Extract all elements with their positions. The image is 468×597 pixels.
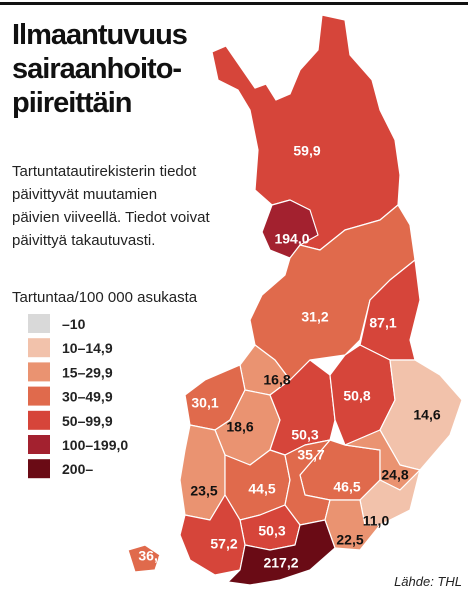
legend-title: Tartuntaa/100 000 asukasta (12, 289, 198, 306)
legend-label: –10 (62, 316, 86, 332)
description-line: päivien viiveellä. Tiedot voivat (12, 209, 210, 226)
region-value: 50,3 (258, 523, 285, 539)
region (379, 359, 463, 471)
legend: –10 10–14,9 15–29,9 30–49,9 50–99,9 100–199,0… (28, 314, 128, 479)
title-line: Ilmaantuvuus (12, 19, 187, 51)
region-value: 87,1 (369, 315, 396, 331)
legend-swatch (28, 459, 50, 479)
region-value: 50,8 (343, 388, 370, 404)
region-value: 18,6 (226, 419, 253, 435)
legend-label: 200– (62, 461, 93, 477)
region-value: 57,2 (210, 536, 237, 552)
legend-label: 50–99,9 (62, 413, 113, 429)
region-value: 30,1 (191, 395, 218, 411)
region-value: 23,5 (190, 483, 217, 499)
legend-swatch (28, 362, 50, 382)
legend-swatch (28, 338, 50, 358)
region-value: 44,5 (248, 481, 275, 497)
region-value: 14,6 (413, 407, 440, 423)
legend-label: 15–29,9 (62, 364, 113, 380)
region (249, 204, 416, 381)
description-line: päivittyä takautuvasti. (12, 232, 155, 249)
region-value: 11,0 (363, 513, 390, 529)
region-value: 59,9 (293, 143, 320, 159)
description-line: Tartuntatautirekisterin tiedot (12, 163, 197, 180)
description-line: päivittyvät muutamien (12, 186, 157, 203)
legend-swatch (28, 435, 50, 454)
region-value: 194,0 (274, 231, 309, 247)
region-value: 46,5 (333, 479, 360, 495)
region (227, 519, 336, 586)
region-value: 22,5 (336, 532, 363, 548)
region (127, 544, 161, 573)
legend-swatch (28, 314, 50, 333)
region (324, 499, 381, 551)
title-line: piireittäin (12, 87, 132, 119)
region-value: 50,3 (291, 427, 318, 443)
title-line: sairaanhoito- (12, 53, 181, 85)
region-value: 217,2 (263, 555, 298, 571)
source: Lähde: THL (394, 574, 462, 589)
map (127, 14, 463, 586)
legend-label: 30–49,9 (62, 389, 113, 405)
region-value: 16,8 (263, 372, 290, 388)
value-labels: 59,9 194,0 31,2 87,1 16,8 30,1 18,6 50,3 50,8 14,… (138, 143, 440, 571)
top-rule (0, 2, 468, 5)
legend-label: 100–199,0 (62, 437, 128, 453)
region-value: 24,8 (381, 467, 408, 483)
legend-label: 10–14,9 (62, 340, 113, 356)
region-value: 36,8 (138, 548, 165, 564)
legend-swatch (28, 410, 50, 430)
region-value: 31,2 (301, 309, 328, 325)
legend-swatch (28, 386, 50, 406)
region-value: 35,7 (297, 447, 324, 463)
